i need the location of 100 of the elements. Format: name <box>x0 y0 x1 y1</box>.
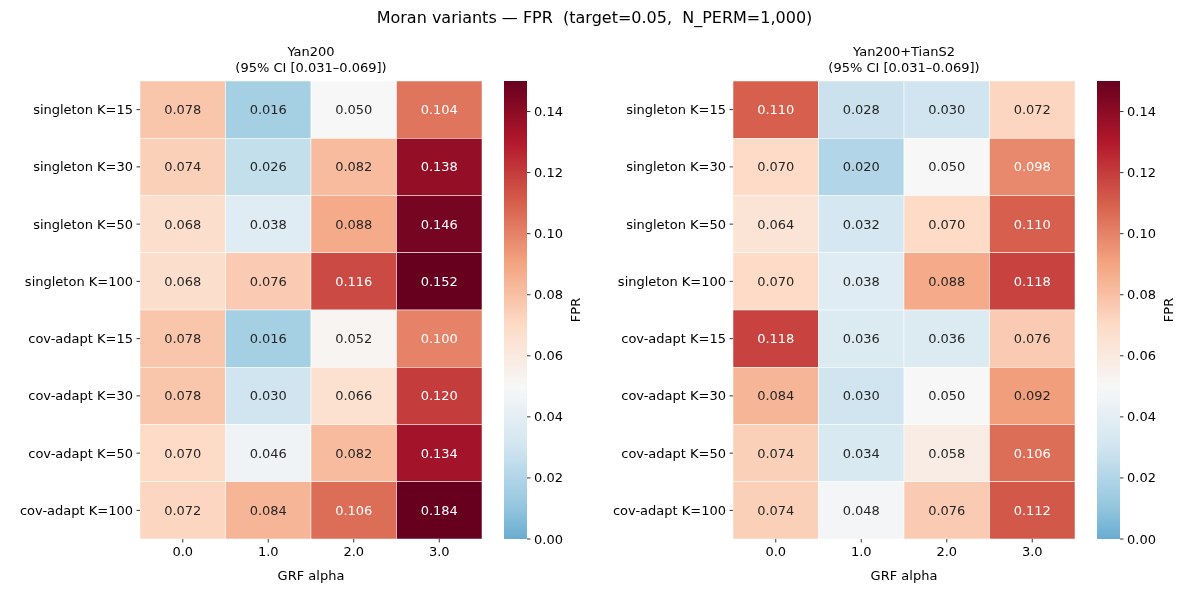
color-bar-label: 0.14 <box>1127 104 1156 120</box>
data-label: 0.030 <box>842 388 880 404</box>
color-bar-label: 0.02 <box>534 470 563 486</box>
data-label: 0.070 <box>757 159 795 175</box>
color-bar-label: 0.12 <box>534 165 563 181</box>
data-label: 0.050 <box>335 102 373 118</box>
data-label: 0.118 <box>757 331 795 347</box>
y-tick-label: singleton K=100 <box>617 273 726 289</box>
data-label: 0.020 <box>842 159 880 175</box>
data-label: 0.032 <box>842 216 880 232</box>
color-bar-label: 0.00 <box>534 531 563 547</box>
color-bar-label: 0.08 <box>1127 287 1156 303</box>
data-label: 0.120 <box>420 388 458 404</box>
data-label: 0.038 <box>842 273 880 289</box>
data-label: 0.110 <box>1013 216 1051 232</box>
data-label: 0.112 <box>1013 502 1051 518</box>
y-tick-label: cov-adapt K=100 <box>612 502 726 518</box>
data-label: 0.078 <box>164 102 202 118</box>
color-bar-label: 0.04 <box>534 409 563 425</box>
data-label: 0.082 <box>335 445 373 461</box>
data-label: 0.076 <box>249 273 287 289</box>
data-label: 0.072 <box>164 502 202 518</box>
data-label: 0.088 <box>335 216 373 232</box>
color-bar-label: 0.06 <box>534 348 563 364</box>
data-label: 0.034 <box>842 445 880 461</box>
color-bar-title: FPR <box>1161 297 1176 323</box>
data-label: 0.070 <box>757 273 795 289</box>
y-tick-label: singleton K=15 <box>626 102 726 118</box>
color-bar-label: 0.10 <box>1127 226 1156 242</box>
data-label: 0.092 <box>1013 388 1051 404</box>
color-bar-label: 0.12 <box>1127 165 1156 181</box>
data-label: 0.074 <box>757 502 795 518</box>
data-label: 0.068 <box>164 216 202 232</box>
y-tick-label: cov-adapt K=15 <box>621 331 726 347</box>
data-label: 0.118 <box>1013 273 1051 289</box>
data-label: 0.070 <box>928 216 966 232</box>
data-label: 0.030 <box>249 388 287 404</box>
x-axis-title: GRF alpha <box>870 568 938 583</box>
data-label: 0.078 <box>164 388 202 404</box>
data-label: 0.110 <box>757 102 795 118</box>
y-tick-label: singleton K=15 <box>33 102 133 118</box>
x-tick-label: 3.0 <box>428 544 450 559</box>
data-label: 0.048 <box>842 502 880 518</box>
y-tick-label: cov-adapt K=30 <box>621 388 726 404</box>
data-label: 0.146 <box>420 216 458 232</box>
data-label: 0.072 <box>1013 102 1051 118</box>
data-label: 0.050 <box>928 388 966 404</box>
data-label: 0.046 <box>249 445 287 461</box>
color-bar-label: 0.10 <box>534 226 563 242</box>
data-label: 0.028 <box>842 102 880 118</box>
chart-subtitle: (95% CI [0.031–0.069]) <box>235 60 387 75</box>
chart-title: Yan200+TianS2 <box>852 44 955 59</box>
y-tick-label: singleton K=30 <box>33 159 133 175</box>
y-tick-label: singleton K=50 <box>33 216 133 232</box>
data-label: 0.016 <box>249 102 287 118</box>
x-tick-label: 1.0 <box>850 544 872 559</box>
data-label: 0.082 <box>335 159 373 175</box>
data-label: 0.036 <box>842 331 880 347</box>
y-tick-label: cov-adapt K=100 <box>19 502 133 518</box>
data-label: 0.038 <box>249 216 287 232</box>
data-label: 0.088 <box>928 273 966 289</box>
data-label: 0.064 <box>757 216 795 232</box>
color-bar-label: 0.14 <box>534 104 563 120</box>
data-label: 0.078 <box>164 331 202 347</box>
color-bar-label: 0.06 <box>1127 348 1156 364</box>
data-label: 0.106 <box>1013 445 1051 461</box>
data-label: 0.100 <box>420 331 458 347</box>
data-label: 0.030 <box>928 102 966 118</box>
data-label: 0.104 <box>420 102 458 118</box>
data-label: 0.184 <box>420 502 458 518</box>
data-label: 0.026 <box>249 159 287 175</box>
color-bar-title: FPR <box>568 297 583 323</box>
y-tick-label: cov-adapt K=30 <box>28 388 133 404</box>
x-axis-title: GRF alpha <box>277 568 345 583</box>
color-bar-label: 0.08 <box>534 287 563 303</box>
data-label: 0.076 <box>928 502 966 518</box>
color-bar-label: 0.00 <box>1127 531 1156 547</box>
y-tick-label: singleton K=30 <box>626 159 726 175</box>
data-label: 0.036 <box>928 331 966 347</box>
y-tick-label: cov-adapt K=50 <box>621 445 726 461</box>
y-tick-label: cov-adapt K=15 <box>28 331 133 347</box>
data-label: 0.106 <box>335 502 373 518</box>
color-bar-label: 0.04 <box>1127 409 1156 425</box>
chart-subtitle: (95% CI [0.031–0.069]) <box>828 60 980 75</box>
x-tick-label: 3.0 <box>1021 544 1043 559</box>
x-tick-label: 2.0 <box>936 544 958 559</box>
data-label: 0.084 <box>757 388 795 404</box>
x-tick-label: 1.0 <box>257 544 279 559</box>
data-label: 0.116 <box>335 273 373 289</box>
x-tick-label: 2.0 <box>343 544 365 559</box>
x-tick-label: 0.0 <box>172 544 194 559</box>
data-label: 0.066 <box>335 388 373 404</box>
data-label: 0.058 <box>928 445 966 461</box>
chart-title: Yan200 <box>286 44 335 59</box>
color-bar-label: 0.02 <box>1127 470 1156 486</box>
data-label: 0.084 <box>249 502 287 518</box>
data-label: 0.134 <box>420 445 458 461</box>
y-tick-label: singleton K=50 <box>626 216 726 232</box>
data-label: 0.152 <box>420 273 458 289</box>
data-label: 0.098 <box>1013 159 1051 175</box>
